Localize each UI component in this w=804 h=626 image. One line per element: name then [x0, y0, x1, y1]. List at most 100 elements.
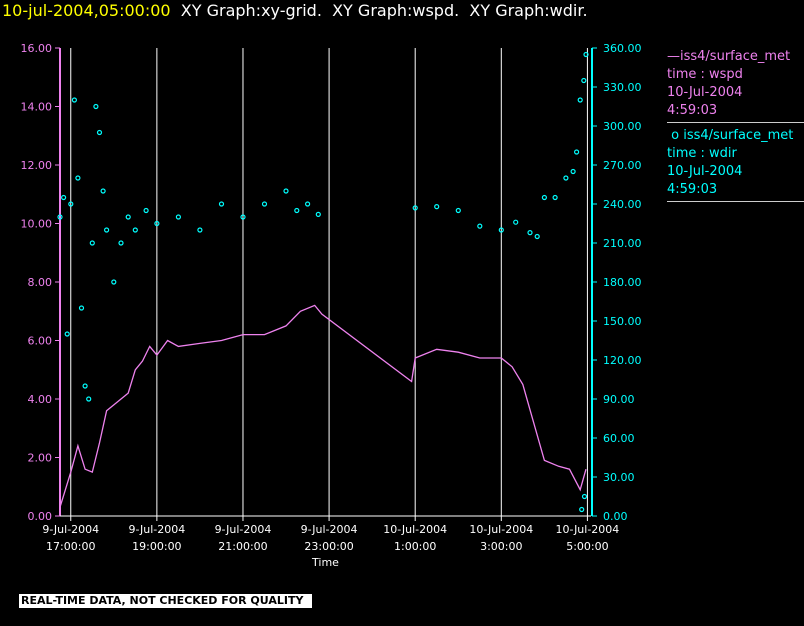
legend-wdir-date: 10-Jul-2004: [667, 164, 743, 179]
time-tick-time: 17:00:00: [46, 540, 95, 553]
time-tick-time: 5:00:00: [566, 540, 608, 553]
graph-header: 10-jul-2004,05:00:00 XY Graph:xy-grid. X…: [2, 1, 588, 21]
wdir-point: [581, 493, 588, 500]
left-axis-tick-label: 2.00: [28, 452, 53, 465]
vertical-gridlines: [70, 48, 588, 516]
left-axis-tick-label: 8.00: [28, 276, 53, 289]
right-axis-tick-label: 210.00: [603, 237, 642, 250]
wdir-point: [89, 240, 95, 246]
wdir-point: [68, 201, 74, 207]
left-axis-tick-label: 0.00: [28, 510, 53, 523]
legend: —iss4/surface_met time : wspd 10-Jul-200…: [667, 48, 804, 206]
wdir-point: [175, 214, 181, 220]
left-axis-tick-label: 10.00: [21, 218, 53, 231]
wdir-point: [455, 207, 461, 214]
wdir-point: [315, 211, 321, 217]
wdir-point: [240, 214, 246, 220]
wdir-point: [118, 240, 124, 246]
wdir-point: [583, 51, 589, 58]
right-axis-tick-label: 270.00: [603, 159, 642, 172]
wdir-point: [60, 194, 67, 201]
wdir-point: [534, 233, 540, 240]
right-axis-tick-label: 150.00: [603, 315, 642, 328]
wdir-point: [498, 227, 504, 233]
wdir-point: [573, 149, 580, 155]
time-tick-date: 10-Jul-2004: [383, 523, 447, 536]
wdir-point: [261, 201, 268, 207]
wspd-line: [59, 304, 587, 508]
wdir-point: [218, 201, 225, 207]
legend-wspd-time: 4:59:03: [667, 103, 718, 118]
time-axis-label: Time: [311, 556, 339, 569]
header-timestamp: 10-jul-2004,05:00:00: [2, 1, 171, 20]
wdir-point: [57, 214, 63, 220]
left-axis-tick-label: 12.00: [21, 159, 53, 172]
wdir-point: [154, 220, 160, 227]
wdir-point: [305, 201, 311, 207]
right-axis-tick-label: 0.00: [603, 510, 628, 523]
time-tick-time: 21:00:00: [218, 540, 267, 553]
left-axis-tick-label: 16.00: [21, 42, 53, 55]
wdir-point: [75, 175, 81, 181]
wdir-point: [579, 506, 585, 513]
right-axis-wdir: 0.00 30.00 60.00 90.00 120.00 150.00 180.00 210…: [591, 42, 642, 523]
time-tick-date: 10-Jul-2004: [469, 523, 533, 536]
wdir-point: [82, 383, 88, 389]
wdir-point: [93, 103, 99, 110]
right-axis-tick-label: 120.00: [603, 354, 642, 367]
left-axis-wspd: 0.00 2.00 4.00 6.00 8.00 10.00 12.00 14.00 16.00: [21, 42, 61, 523]
time-axis: 9-Jul-2004 17:00:00 9-Jul-2004 19:00:00 9-Ju…: [42, 515, 619, 569]
wdir-point: [477, 223, 483, 229]
wdir-point: [111, 279, 117, 285]
wdir-point: [294, 207, 300, 214]
wdir-point: [563, 175, 569, 181]
series-wdir: [57, 51, 589, 513]
right-axis-tick-label: 30.00: [603, 471, 635, 484]
legend-wdir-field: time : wdir: [667, 146, 737, 161]
left-axis-tick-label: 6.00: [28, 335, 53, 348]
wdir-point: [527, 230, 533, 236]
right-axis-tick-label: 180.00: [603, 276, 642, 289]
left-axis-tick-label: 14.00: [21, 101, 53, 114]
wdir-point: [513, 219, 519, 225]
wdir-point: [71, 97, 78, 103]
legend-wspd-name: —iss4/surface_met: [667, 49, 791, 64]
time-tick-date: 9-Jul-2004: [215, 523, 272, 536]
legend-wdir-time: 4:59:03: [667, 182, 718, 197]
time-tick-date: 9-Jul-2004: [128, 523, 185, 536]
wdir-point: [64, 331, 70, 337]
wdir-point: [283, 188, 289, 194]
legend-divider: [667, 122, 804, 123]
wdir-point: [132, 227, 138, 233]
right-axis-tick-label: 240.00: [603, 198, 642, 211]
wdir-point: [577, 97, 583, 103]
wdir-point: [541, 194, 548, 201]
time-tick-time: 23:00:00: [304, 540, 353, 553]
header-graph-list: XY Graph:xy-grid. XY Graph:wspd. XY Grap…: [170, 1, 588, 20]
right-axis-tick-label: 90.00: [603, 393, 635, 406]
time-tick-date: 9-Jul-2004: [42, 523, 99, 536]
legend-wdir-label: iss4/surface_met: [683, 128, 794, 143]
time-tick-date: 10-Jul-2004: [555, 523, 619, 536]
wdir-point: [125, 214, 131, 220]
legend-divider: [667, 201, 804, 202]
legend-wdir-name: o iss4/surface_met: [667, 128, 794, 143]
quality-disclaimer: REAL-TIME DATA, NOT CHECKED FOR QUALITY: [19, 594, 312, 608]
wdir-point: [100, 188, 106, 194]
wdir-point: [581, 77, 587, 84]
right-axis-tick-label: 330.00: [603, 81, 642, 94]
wdir-point: [197, 227, 203, 233]
wdir-point: [103, 227, 110, 233]
wdir-point: [434, 204, 440, 210]
time-tick-time: 1:00:00: [394, 540, 436, 553]
series-wspd: [59, 304, 587, 508]
legend-wspd-date: 10-Jul-2004: [667, 85, 743, 100]
time-tick-time: 19:00:00: [132, 540, 181, 553]
legend-wspd-field: time : wspd: [667, 67, 743, 82]
wdir-point: [412, 205, 418, 211]
time-tick-time: 3:00:00: [480, 540, 522, 553]
wdir-point: [78, 305, 85, 311]
wdir-point: [570, 168, 576, 175]
right-axis-tick-label: 360.00: [603, 42, 642, 55]
